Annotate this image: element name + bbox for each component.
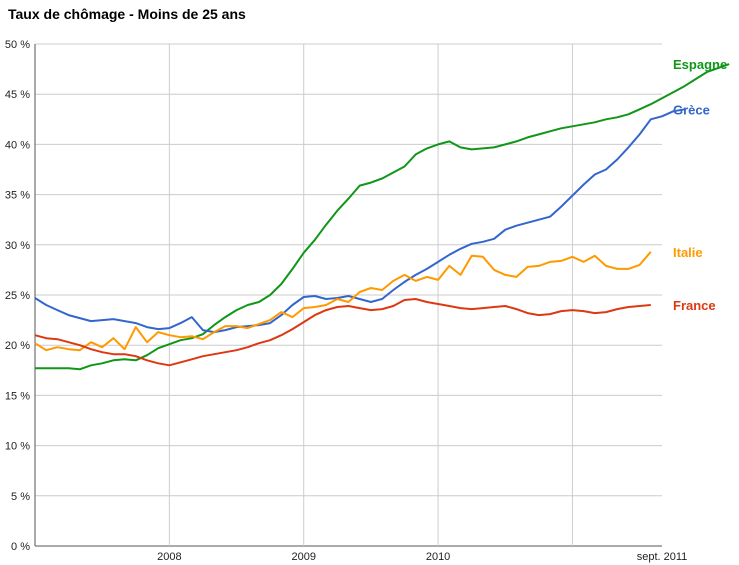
series-line-italie xyxy=(34,251,652,352)
x-tick-label: 2009 xyxy=(291,551,315,563)
series-label-grece: Grèce xyxy=(673,102,710,117)
x-tick-label: 2008 xyxy=(157,551,181,563)
series-line-espagne xyxy=(35,63,730,371)
y-tick-label: 0 % xyxy=(11,541,30,553)
x-tick-label: sept. 2011 xyxy=(637,551,688,563)
chart-title: Taux de chômage - Moins de 25 ans xyxy=(8,6,246,22)
y-tick-label: 20 % xyxy=(5,340,30,352)
y-tick-label: 25 % xyxy=(5,290,30,302)
y-tick-label: 5 % xyxy=(11,491,30,503)
y-tick-label: 40 % xyxy=(5,139,30,151)
y-tick-label: 35 % xyxy=(5,190,30,202)
series-label-espagne: Espagne xyxy=(673,57,727,72)
y-tick-label: 10 % xyxy=(5,441,30,453)
series-line-france xyxy=(34,298,651,367)
series-label-italie: Italie xyxy=(673,245,703,260)
y-tick-label: 15 % xyxy=(5,390,30,402)
y-tick-label: 30 % xyxy=(5,240,30,252)
y-tick-label: 45 % xyxy=(5,89,30,101)
series-label-france: France xyxy=(673,298,716,313)
series-line-grece xyxy=(34,108,685,334)
y-tick-label: 50 % xyxy=(5,39,30,51)
x-tick-label: 2010 xyxy=(426,551,450,563)
